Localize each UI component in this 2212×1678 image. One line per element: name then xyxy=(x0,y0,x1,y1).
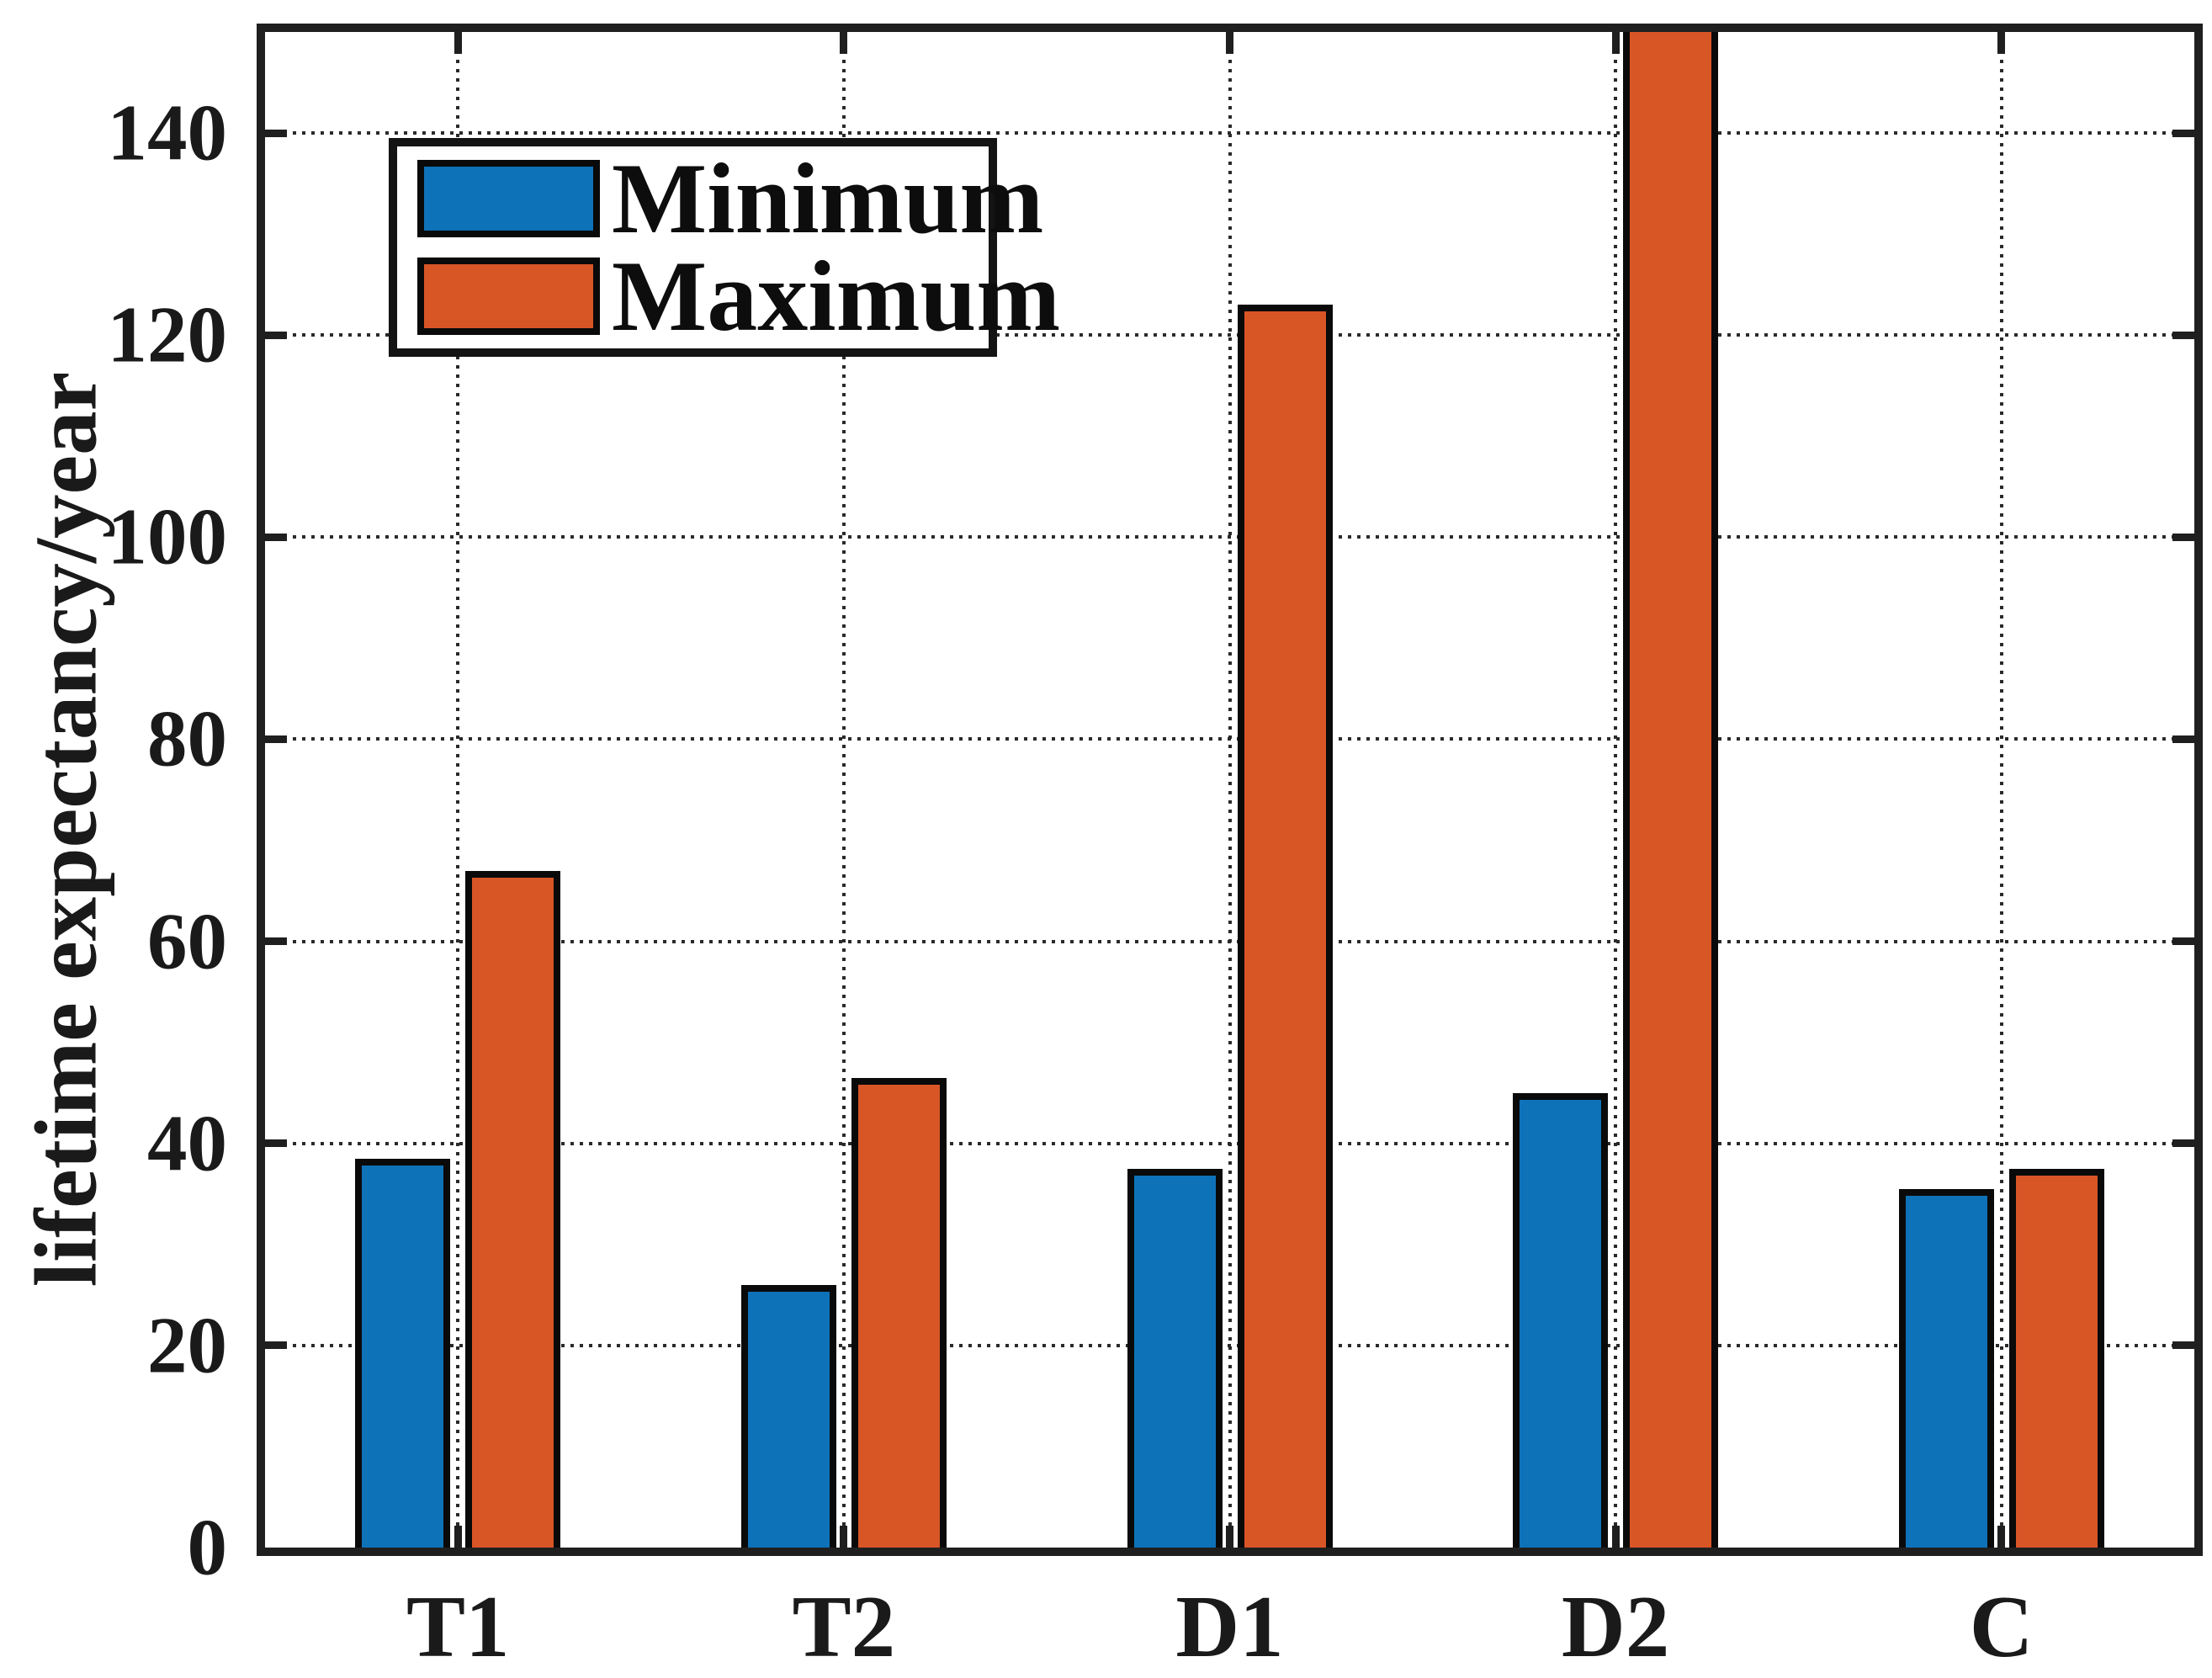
ytick-right-40 xyxy=(2172,1139,2194,1148)
gridline-x-C xyxy=(1999,32,2003,1548)
bar-minimum-t2 xyxy=(740,1284,836,1548)
ytick-right-120 xyxy=(2172,331,2194,339)
ytick-label-140: 140 xyxy=(107,88,228,178)
plot-area xyxy=(257,24,2203,1556)
xtick-label-T1: T1 xyxy=(406,1577,510,1675)
grid-layer xyxy=(265,32,2194,1548)
legend-row-maximum: Maximum xyxy=(417,246,1060,347)
legend-label-minimum: Minimum xyxy=(612,141,1044,254)
xtick-label-C: C xyxy=(1969,1577,2034,1675)
bar-maximum-c xyxy=(2008,1168,2104,1548)
ytick-label-120: 120 xyxy=(107,289,228,380)
legend-row-minimum: Minimum xyxy=(417,147,1043,248)
ytick-label-80: 80 xyxy=(147,693,227,783)
ytick-right-100 xyxy=(2172,533,2194,541)
gridline-x-D2 xyxy=(1614,32,1618,1548)
xtick-label-T2: T2 xyxy=(792,1577,896,1675)
bar-minimum-d2 xyxy=(1513,1092,1609,1548)
ytick-right-20 xyxy=(2172,1341,2194,1350)
ytick-right-80 xyxy=(2172,735,2194,743)
ytick-left-40 xyxy=(265,1139,287,1148)
bar-minimum-t1 xyxy=(355,1158,451,1548)
ytick-left-100 xyxy=(265,533,287,541)
bar-layer xyxy=(265,32,2194,1548)
ytick-label-100: 100 xyxy=(107,491,228,581)
ytick-right-60 xyxy=(2172,937,2194,946)
ytick-left-140 xyxy=(265,129,287,137)
ytick-left-120 xyxy=(265,331,287,339)
bar-maximum-d2 xyxy=(1623,32,1719,1548)
y-axis-label: lifetime expectancy/year xyxy=(16,371,115,1288)
xtick-label-D2: D2 xyxy=(1561,1577,1670,1675)
xtick-label-D1: D1 xyxy=(1175,1577,1284,1675)
xtick-top-D1 xyxy=(1226,32,1233,54)
bar-maximum-d1 xyxy=(1237,305,1333,1548)
legend: Minimum Maximum xyxy=(389,138,1060,357)
xtick-top-T1 xyxy=(454,32,462,54)
xtick-bottom-C xyxy=(1997,1526,2006,1548)
bar-maximum-t2 xyxy=(851,1077,947,1548)
gridline-x-T1 xyxy=(456,32,460,1548)
legend-label-maximum: Maximum xyxy=(612,240,1061,353)
tick-layer xyxy=(265,32,2194,1548)
ytick-label-40: 40 xyxy=(147,1098,227,1188)
gridline-x-T2 xyxy=(841,32,846,1548)
xtick-bottom-T1 xyxy=(454,1526,462,1548)
ytick-left-20 xyxy=(265,1341,287,1350)
xtick-top-T2 xyxy=(840,32,848,54)
bar-maximum-t1 xyxy=(465,870,561,1548)
xtick-top-D2 xyxy=(1611,32,1620,54)
ytick-label-60: 60 xyxy=(147,896,227,986)
xtick-top-C xyxy=(1997,32,2006,54)
xtick-bottom-D1 xyxy=(1226,1526,1233,1548)
ytick-left-80 xyxy=(265,735,287,743)
legend-swatch-maximum xyxy=(417,258,600,336)
bar-minimum-c xyxy=(1898,1188,1994,1548)
bar-minimum-d1 xyxy=(1127,1168,1223,1548)
gridline-x-D1 xyxy=(1228,32,1232,1548)
ytick-right-140 xyxy=(2172,129,2194,137)
ytick-left-60 xyxy=(265,937,287,946)
ytick-label-20: 20 xyxy=(147,1300,227,1390)
ytick-label-0: 0 xyxy=(187,1502,228,1592)
xtick-bottom-D2 xyxy=(1611,1526,1620,1548)
legend-swatch-minimum xyxy=(417,159,600,237)
xtick-bottom-T2 xyxy=(840,1526,848,1548)
